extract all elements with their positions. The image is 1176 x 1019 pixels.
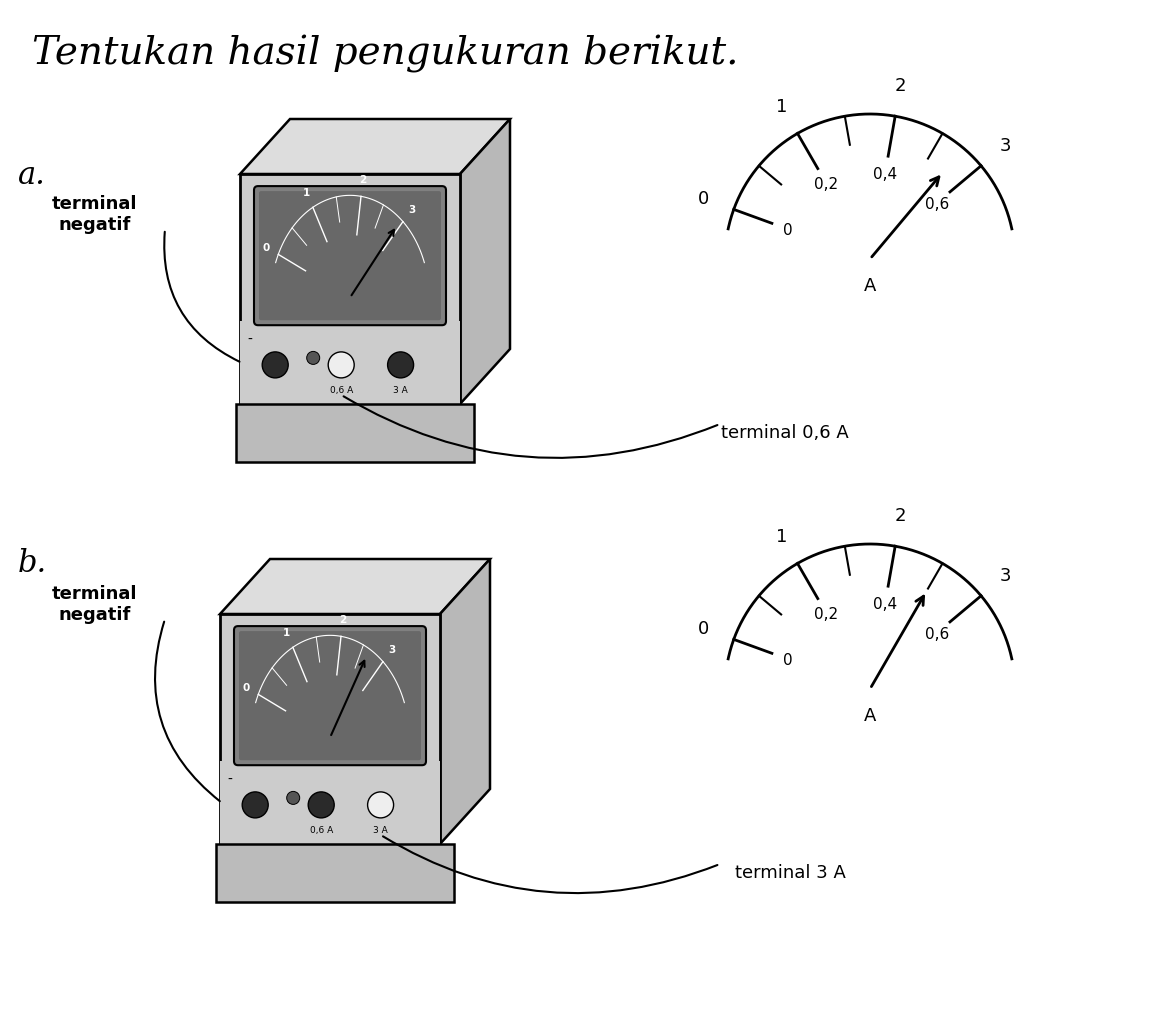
- FancyBboxPatch shape: [259, 192, 441, 321]
- Text: -: -: [228, 772, 233, 786]
- Text: terminal
negatif: terminal negatif: [52, 585, 138, 624]
- Text: -: -: [248, 332, 253, 346]
- Circle shape: [242, 792, 268, 818]
- Polygon shape: [460, 120, 510, 405]
- Text: 0,6 A: 0,6 A: [309, 825, 333, 835]
- Text: 1: 1: [283, 628, 290, 637]
- Text: 0,2: 0,2: [815, 606, 838, 622]
- Circle shape: [328, 353, 354, 378]
- Text: 0: 0: [783, 652, 793, 667]
- Polygon shape: [440, 559, 490, 844]
- Circle shape: [368, 792, 394, 818]
- Text: 1: 1: [776, 98, 787, 116]
- Text: 0: 0: [242, 683, 249, 692]
- Text: A: A: [864, 277, 876, 294]
- Circle shape: [308, 792, 334, 818]
- Text: 3: 3: [388, 644, 395, 654]
- Text: 2: 2: [895, 506, 907, 524]
- Text: 3 A: 3 A: [393, 385, 408, 394]
- Text: 0,4: 0,4: [873, 596, 897, 611]
- Text: 3: 3: [1000, 138, 1011, 155]
- Bar: [236, 405, 474, 462]
- Text: 0: 0: [262, 243, 269, 253]
- Text: 3 A: 3 A: [373, 825, 388, 835]
- Text: A: A: [864, 706, 876, 725]
- Text: Tentukan hasil pengukuran berikut.: Tentukan hasil pengukuran berikut.: [32, 35, 739, 73]
- Bar: [220, 761, 440, 844]
- Text: terminal 0,6 A: terminal 0,6 A: [721, 424, 849, 441]
- FancyBboxPatch shape: [239, 632, 421, 760]
- Circle shape: [388, 353, 414, 378]
- Bar: [240, 175, 460, 405]
- Text: terminal 3 A: terminal 3 A: [735, 863, 846, 881]
- Text: 3: 3: [408, 205, 415, 214]
- Text: 1: 1: [303, 187, 310, 198]
- Circle shape: [287, 792, 300, 805]
- Text: 2: 2: [359, 175, 367, 184]
- Text: 0: 0: [783, 222, 793, 237]
- Text: 0,6: 0,6: [924, 626, 949, 641]
- Bar: [240, 322, 460, 405]
- Text: a.: a.: [18, 160, 46, 191]
- Text: 0,6: 0,6: [924, 197, 949, 211]
- Polygon shape: [240, 120, 510, 175]
- Text: 2: 2: [339, 614, 347, 625]
- Circle shape: [262, 353, 288, 378]
- Text: 0,2: 0,2: [815, 177, 838, 192]
- Text: 0: 0: [699, 191, 709, 208]
- Text: 0,6 A: 0,6 A: [329, 385, 353, 394]
- Text: 2: 2: [895, 76, 907, 95]
- Text: 1: 1: [776, 527, 787, 545]
- FancyBboxPatch shape: [254, 186, 446, 326]
- Text: 0,4: 0,4: [873, 167, 897, 181]
- Text: 0: 0: [699, 620, 709, 638]
- Bar: [216, 844, 454, 902]
- Text: terminal
negatif: terminal negatif: [52, 195, 138, 233]
- Bar: [220, 614, 440, 844]
- Polygon shape: [220, 559, 490, 614]
- FancyBboxPatch shape: [234, 627, 426, 765]
- Text: b.: b.: [18, 547, 47, 579]
- Circle shape: [307, 352, 320, 365]
- Text: 3: 3: [1000, 567, 1011, 585]
